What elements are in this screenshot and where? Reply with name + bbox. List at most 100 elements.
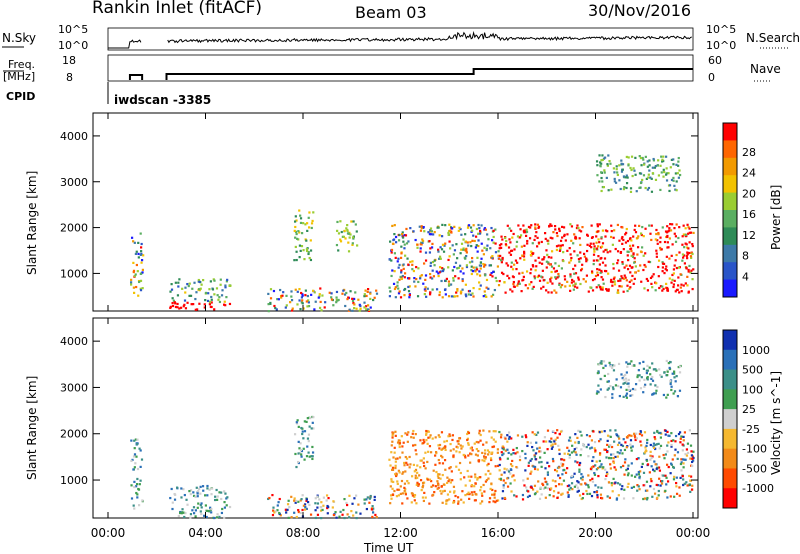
heatmap-cell (474, 235, 478, 238)
heatmap-cell (448, 229, 452, 232)
heatmap-cell (616, 262, 619, 265)
heatmap-cell (642, 158, 645, 161)
heatmap-cell (463, 256, 466, 259)
heatmap-cell (417, 280, 420, 284)
x-tick-label: 00:00 (91, 526, 126, 540)
heatmap-cell (176, 486, 179, 489)
heatmap-cell (593, 250, 596, 253)
heatmap-cell (672, 285, 675, 289)
heatmap-cell (619, 187, 622, 191)
heatmap-cell (295, 232, 298, 236)
heatmap-cell (569, 273, 572, 276)
heatmap-cell (322, 496, 326, 499)
heatmap-cell (499, 259, 503, 262)
heatmap-cell (613, 280, 616, 283)
heatmap-cell (593, 447, 596, 450)
heatmap-cell (618, 239, 621, 242)
heatmap-cell (581, 497, 584, 500)
heatmap-cell (455, 243, 458, 246)
heatmap-cell (672, 478, 676, 481)
heatmap-cell (449, 449, 452, 452)
heatmap-cell (228, 505, 232, 509)
heatmap-cell (310, 455, 313, 458)
heatmap-cell (613, 177, 616, 181)
heatmap-cell (192, 494, 196, 498)
heatmap-cell (410, 492, 413, 495)
heatmap-cell (134, 273, 137, 276)
heatmap-cell (365, 507, 369, 511)
heatmap-cell (591, 289, 595, 292)
heatmap-cell (452, 491, 456, 494)
heatmap-cell (173, 301, 176, 304)
heatmap-cell (551, 282, 554, 285)
heatmap-cell (199, 485, 202, 488)
heatmap-cell (433, 264, 436, 267)
heatmap-cell (652, 445, 655, 448)
heatmap-cell (366, 496, 369, 499)
heatmap-cell (625, 186, 628, 190)
heatmap-cell (496, 499, 500, 502)
heatmap-cell (134, 438, 137, 441)
heatmap-cell (181, 511, 184, 514)
heatmap-cell (501, 238, 504, 241)
heatmap-cell (621, 260, 624, 264)
heatmap-cell (533, 484, 537, 487)
heatmap-cell (441, 267, 444, 270)
heatmap-cell (471, 449, 474, 452)
heatmap-cell (297, 500, 300, 503)
heatmap-cell (311, 445, 314, 449)
heatmap-cell (457, 468, 461, 471)
colorbar-swatch (723, 389, 737, 410)
heatmap-cell (554, 431, 557, 435)
heatmap-cell (637, 269, 640, 272)
heatmap-cell (458, 226, 461, 229)
heatmap-cell (689, 490, 692, 494)
heatmap-cell (627, 464, 630, 467)
heatmap-cell (391, 436, 394, 439)
heatmap-cell (437, 444, 440, 447)
heatmap-cell (651, 468, 655, 471)
heatmap-cell (457, 229, 460, 232)
heatmap-cell (416, 243, 419, 246)
heatmap-cell (316, 513, 320, 516)
heatmap-cell (180, 487, 183, 490)
heatmap-cell (311, 451, 315, 454)
heatmap-cell (610, 484, 614, 487)
heatmap-cell (459, 471, 462, 475)
heatmap-cell (614, 481, 617, 484)
heatmap-cell (668, 257, 671, 260)
heatmap-cell (177, 285, 180, 288)
heatmap-cell (676, 394, 679, 398)
heatmap-cell (314, 497, 317, 500)
heatmap-cell (434, 436, 437, 439)
heatmap-cell (488, 451, 491, 454)
heatmap-cell (529, 441, 532, 444)
heatmap-cell (617, 494, 620, 497)
heatmap-cell (208, 300, 212, 304)
heatmap-cell (648, 164, 651, 167)
heatmap-cell (307, 216, 310, 219)
heatmap-cell (685, 481, 688, 484)
heatmap-cell (506, 434, 509, 437)
heatmap-cell (689, 444, 693, 447)
heatmap-cell (566, 249, 569, 252)
x-tick-label: 04:00 (188, 526, 223, 540)
heatmap-cell (170, 283, 173, 286)
heatmap-cell (511, 459, 514, 463)
heatmap-cell (402, 441, 405, 444)
heatmap-cell (416, 246, 419, 249)
heatmap-cell (476, 454, 479, 457)
heatmap-cell (449, 466, 452, 469)
heatmap-cell (631, 255, 635, 258)
heatmap-cell (675, 180, 678, 183)
heatmap-cell (668, 277, 671, 280)
heatmap-cell (328, 291, 331, 294)
heatmap-cell (675, 223, 678, 226)
heatmap-cell (533, 238, 536, 242)
heatmap-cell (650, 377, 653, 380)
velocity-panel-frame (92, 317, 699, 519)
heatmap-cell (130, 439, 133, 442)
heatmap-cell (667, 172, 670, 175)
heatmap-cell (226, 278, 229, 281)
heatmap-cell (499, 477, 503, 480)
